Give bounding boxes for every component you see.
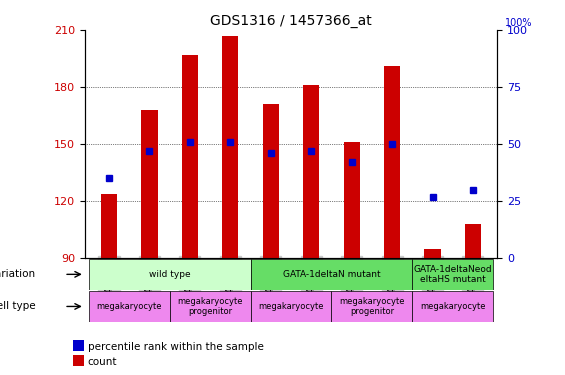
Bar [424,249,441,258]
Bar [303,85,319,258]
Text: count: count [88,357,117,367]
Text: wild type: wild type [149,270,190,279]
FancyBboxPatch shape [412,259,493,290]
FancyBboxPatch shape [89,291,170,322]
Bar [182,55,198,258]
FancyBboxPatch shape [250,259,412,290]
Text: percentile rank within the sample: percentile rank within the sample [88,342,263,352]
Text: megakaryocyte
progenitor: megakaryocyte progenitor [339,297,405,316]
Text: cell type: cell type [0,302,35,312]
Bar [465,224,481,258]
Text: genotype/variation: genotype/variation [0,269,35,279]
FancyBboxPatch shape [89,259,250,290]
Bar [344,142,360,258]
Bar [222,36,238,258]
FancyBboxPatch shape [412,291,493,322]
Text: megakaryocyte
progenitor: megakaryocyte progenitor [177,297,243,316]
Text: GATA-1deltaN mutant: GATA-1deltaN mutant [282,270,380,279]
FancyBboxPatch shape [250,291,332,322]
Text: megakaryocyte: megakaryocyte [420,302,485,311]
Text: megakaryocyte: megakaryocyte [97,302,162,311]
Text: GATA-1deltaNeod
eltaHS mutant: GATA-1deltaNeod eltaHS mutant [414,265,492,284]
FancyBboxPatch shape [170,291,250,322]
Bar [101,194,117,258]
FancyBboxPatch shape [332,291,412,322]
Text: megakaryocyte: megakaryocyte [258,302,324,311]
Bar [263,104,279,258]
Bar [141,110,158,258]
Text: 100%: 100% [506,18,533,28]
Title: GDS1316 / 1457366_at: GDS1316 / 1457366_at [210,13,372,28]
Bar [384,66,400,258]
